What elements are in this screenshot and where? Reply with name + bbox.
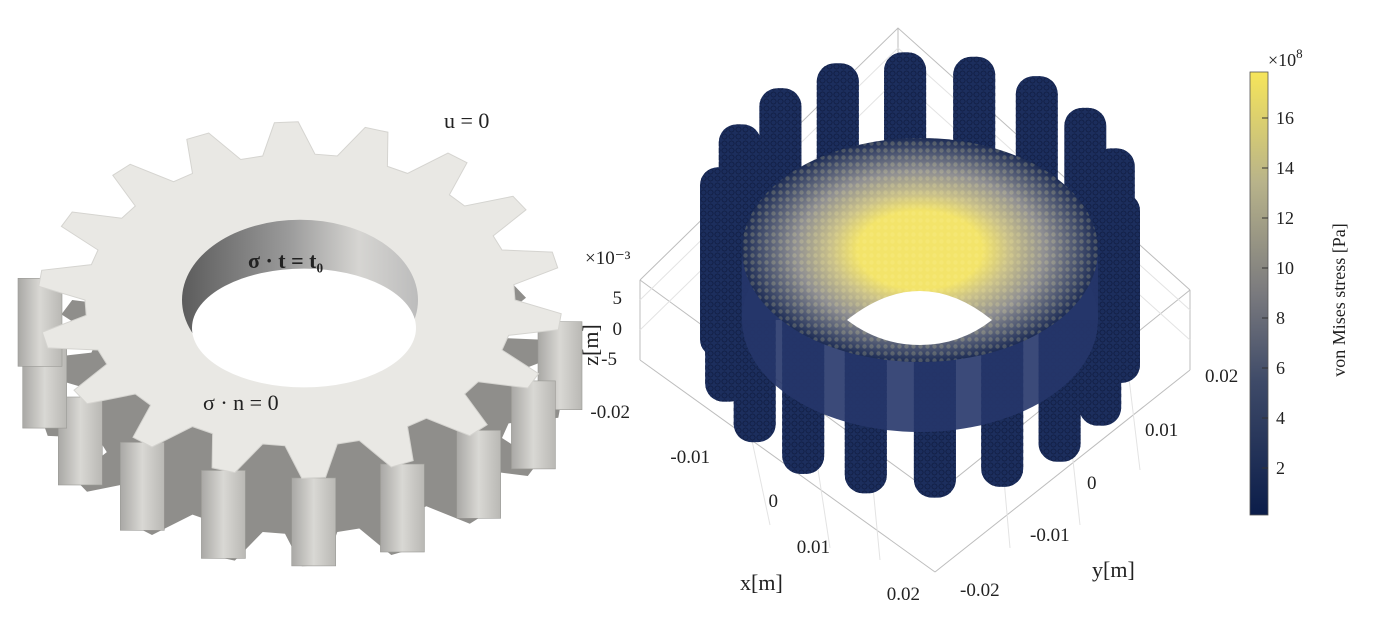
bc-fixed-label: u = 0: [444, 108, 489, 133]
bc-free-label: σ · n = 0: [203, 390, 279, 415]
bc-traction-label: σ · t = t₀: [248, 248, 323, 273]
gear-bore-opening: [192, 268, 416, 388]
x-tick-label: 0.02: [887, 584, 920, 605]
y-tick-label: 0.02: [1205, 366, 1238, 387]
x-tick-label: -0.02: [590, 402, 630, 423]
y-tick-label: -0.02: [960, 580, 1000, 601]
y-tick-label: 0: [1087, 473, 1097, 494]
y-tick-label: -0.01: [1030, 525, 1070, 546]
z-tick-label: -5: [601, 349, 617, 370]
x-tick-label: -0.01: [670, 447, 710, 468]
y-tick-label: 0.01: [1145, 420, 1178, 441]
colorbar-ticks: 16 14 12 10 8 6 4 2: [1262, 108, 1294, 478]
z-ticks: 5 0 -5: [601, 288, 622, 370]
colorbar-scale: ×108: [1268, 46, 1303, 70]
inner-hole: [847, 291, 992, 345]
ring-dot-texture: [742, 138, 1098, 362]
gear-tooth-face: [201, 470, 246, 559]
x-tick-label: 0: [769, 491, 779, 512]
x-ticks: -0.02 -0.01 0 0.01 0.02: [590, 402, 920, 605]
gear-tooth-face: [17, 277, 63, 367]
gear-tooth-face: [511, 380, 556, 470]
colorbar-tick-label: 12: [1276, 208, 1294, 228]
gear-tooth-face: [120, 441, 165, 531]
colorbar: ×108 16 14 12 10 8 6 4 2 von Mises stress [Pa]: [1249, 46, 1349, 516]
z-scale-label: ×10⁻³: [585, 248, 631, 269]
gear-tooth-face: [291, 477, 337, 567]
colorbar-tick-label: 2: [1276, 458, 1285, 478]
y-ticks: 0.02 0.01 0 -0.01 -0.02: [960, 366, 1238, 601]
colorbar-tick-label: 16: [1276, 108, 1294, 128]
colorbar-tick-label: 10: [1276, 258, 1294, 278]
z-tick-label: 5: [613, 288, 623, 309]
y-axis-label: y[m]: [1092, 557, 1135, 582]
z-tick-label: 0: [613, 319, 623, 340]
gear-diagram: [17, 121, 583, 567]
colorbar-gradient: [1249, 71, 1269, 516]
gear-tooth-face: [380, 463, 425, 553]
colorbar-tick-label: 6: [1276, 358, 1285, 378]
colorbar-tick-label: 8: [1276, 308, 1285, 328]
gear-tooth-face: [456, 429, 502, 519]
colorbar-tick-label: 14: [1276, 158, 1294, 178]
colorbar-tick-label: 4: [1276, 408, 1285, 428]
z-axis-label: z[m]: [578, 324, 603, 366]
x-axis-label: x[m]: [740, 570, 783, 595]
colorbar-title: von Mises stress [Pa]: [1329, 223, 1349, 377]
x-tick-label: 0.01: [797, 537, 830, 558]
